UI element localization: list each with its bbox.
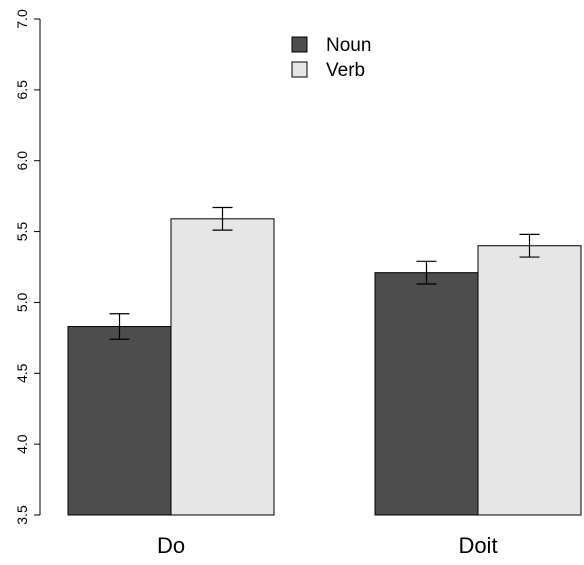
bar-noun-doit [374, 272, 479, 516]
legend-label-noun: Noun [326, 35, 371, 56]
y-tick-label: 4.5 [14, 363, 30, 383]
error-bar-verb-do [212, 206, 233, 231]
y-tick-label: 6.0 [14, 151, 30, 171]
y-tick-label: 7.0 [14, 9, 30, 29]
x-category-label-do: Do [157, 533, 185, 558]
error-bar-noun-doit [416, 260, 437, 285]
legend: Noun Verb [291, 35, 371, 81]
error-bar-verb-doit [519, 233, 540, 258]
error-bar-noun-do [109, 313, 130, 340]
y-tick-label: 3.5 [14, 505, 30, 525]
bars-group [67, 218, 582, 516]
bar-verb-do [170, 218, 275, 516]
y-tick-label: 5.0 [14, 292, 30, 312]
legend-label-verb: Verb [326, 60, 365, 81]
x-axis-labels: Do Doit [157, 533, 498, 558]
y-axis: 3.5 4.0 4.5 5.0 5.5 6.0 6.5 7.0 [14, 9, 41, 525]
y-tick-label: 4.0 [14, 434, 30, 454]
bar-verb-doit [477, 245, 582, 516]
y-tick-label: 6.5 [14, 80, 30, 100]
legend-swatch-verb [291, 61, 308, 78]
legend-swatch-noun [291, 36, 308, 53]
x-category-label-doit: Doit [458, 533, 497, 558]
y-tick-label: 5.5 [14, 222, 30, 242]
bar-noun-do [67, 326, 172, 516]
error-bars-group [109, 206, 540, 340]
